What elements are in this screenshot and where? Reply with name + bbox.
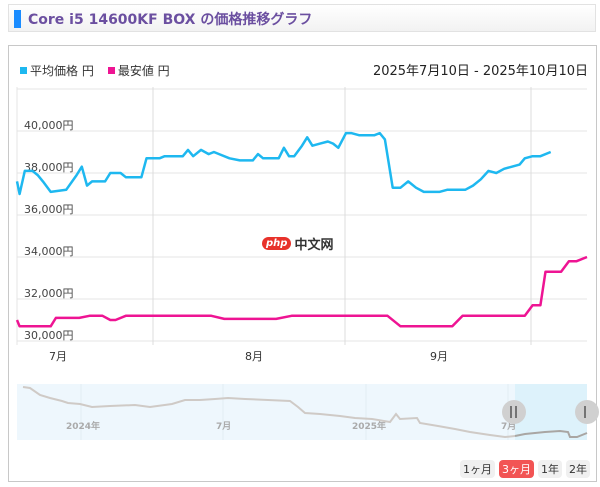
navigator[interactable]: 2024年 7月 2025年 7月: [17, 384, 599, 440]
series-line[interactable]: [15, 255, 588, 328]
navigator-history-line: [22, 386, 516, 439]
navigator-selected-line: [514, 429, 588, 438]
watermark-logo: php 中文网: [262, 234, 333, 253]
x-tick-label: 7月: [49, 350, 67, 363]
y-tick-label: 34,000円: [24, 245, 74, 258]
period-2-year-button[interactable]: 2年: [566, 460, 590, 478]
watermark-text: 中文网: [294, 238, 334, 253]
watermark-badge: php: [262, 237, 292, 250]
period-selector: 1ヶ月 3ヶ月 1年 2年: [460, 460, 590, 478]
legend-item-lowest[interactable]: 最安値 円: [107, 62, 170, 79]
navigator-label: 7月: [501, 421, 516, 432]
navigator-background: [17, 384, 587, 440]
y-tick-label: 36,000円: [24, 203, 74, 216]
legend-label: 最安値 円: [117, 64, 170, 78]
legend-swatch-icon: [20, 67, 27, 74]
period-1-year-button[interactable]: 1年: [538, 460, 562, 478]
navigator-left-handle[interactable]: [502, 400, 526, 424]
navigator-label: 2024年: [66, 420, 100, 432]
date-range: 2025年7月10日 - 2025年10月10日: [372, 64, 588, 79]
y-tick-label: 40,000円: [24, 119, 74, 132]
header-accent-bar: [14, 10, 21, 28]
chart-grid: [16, 87, 587, 345]
y-tick-label: 30,000円: [24, 329, 74, 342]
chart-legend: 平均価格 円 最安値 円: [20, 62, 170, 79]
y-tick-label: 32,000円: [24, 287, 74, 300]
chart-series: [15, 131, 588, 328]
legend-item-average[interactable]: 平均価格 円: [20, 62, 94, 79]
period-3-month-button[interactable]: 3ヶ月: [499, 460, 534, 478]
legend-label: 平均価格 円: [30, 64, 94, 78]
x-axis-labels: 7月 8月 9月: [49, 350, 448, 363]
x-tick-label: 9月: [430, 350, 448, 363]
y-axis-labels: 30,000円 32,000円 34,000円 36,000円 38,000円 40,00…: [24, 119, 74, 342]
legend-swatch-icon: [107, 67, 115, 74]
series-line[interactable]: [15, 131, 552, 196]
page-header: Core i5 14600KF BOX の価格推移グラフ: [8, 4, 596, 32]
x-tick-label: 8月: [245, 350, 263, 363]
period-1-month-button[interactable]: 1ヶ月: [460, 460, 495, 478]
navigator-label: 7月: [216, 421, 231, 432]
page-title: Core i5 14600KF BOX の価格推移グラフ: [28, 12, 313, 28]
navigator-right-handle[interactable]: [575, 400, 599, 424]
y-tick-label: 38,000円: [24, 161, 74, 174]
navigator-label: 2025年: [352, 420, 386, 432]
